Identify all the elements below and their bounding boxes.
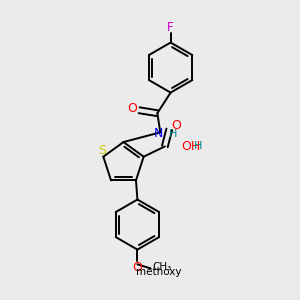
Text: OH: OH [181,140,200,153]
Text: N: N [154,127,164,140]
Text: H: H [169,129,177,139]
Text: F: F [167,21,174,34]
Text: CH₃: CH₃ [153,262,172,272]
Text: methoxy: methoxy [136,267,182,277]
Text: O: O [128,102,138,115]
Text: O: O [133,261,142,274]
Text: H: H [194,141,202,152]
Text: O: O [172,119,182,132]
Text: S: S [98,144,106,157]
